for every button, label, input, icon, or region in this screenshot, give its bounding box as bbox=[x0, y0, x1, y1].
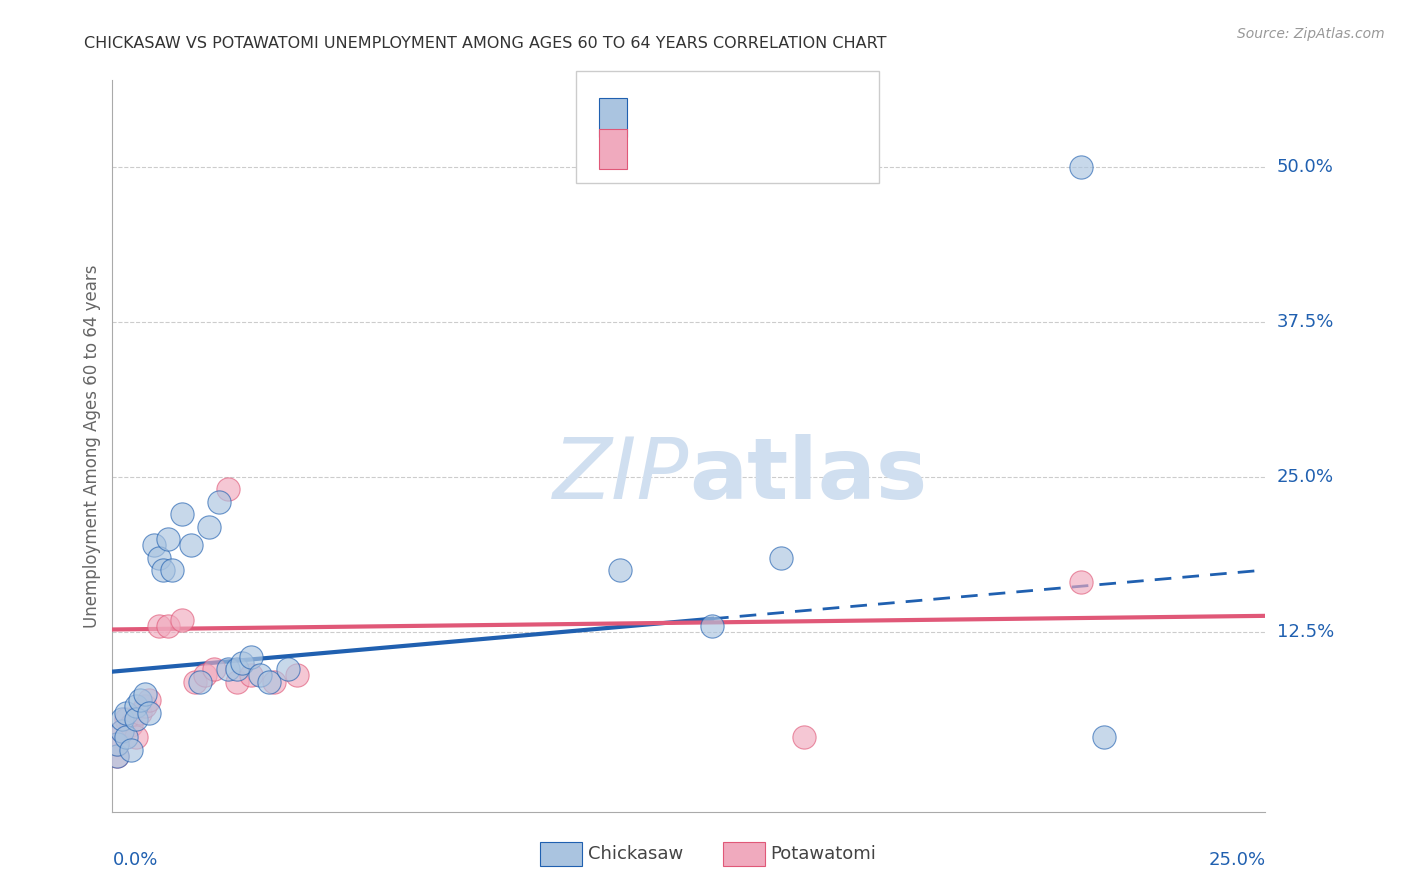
Point bbox=[1070, 160, 1092, 174]
Point bbox=[143, 538, 166, 552]
Point bbox=[111, 724, 134, 739]
Point bbox=[156, 619, 179, 633]
Point bbox=[129, 693, 152, 707]
Point bbox=[124, 712, 146, 726]
Text: 12.5%: 12.5% bbox=[1277, 623, 1334, 641]
Point bbox=[770, 550, 793, 565]
Point bbox=[148, 619, 170, 633]
Point bbox=[194, 668, 217, 682]
Point bbox=[202, 662, 225, 676]
Point bbox=[115, 731, 138, 745]
Point bbox=[793, 731, 815, 745]
Point bbox=[184, 674, 207, 689]
Y-axis label: Unemployment Among Ages 60 to 64 years: Unemployment Among Ages 60 to 64 years bbox=[83, 264, 101, 628]
Point bbox=[124, 699, 146, 714]
Point bbox=[239, 649, 262, 664]
Point bbox=[156, 532, 179, 546]
Point bbox=[239, 668, 262, 682]
Point bbox=[134, 699, 156, 714]
Point bbox=[285, 668, 308, 682]
Point bbox=[105, 748, 128, 763]
Text: Source: ZipAtlas.com: Source: ZipAtlas.com bbox=[1237, 27, 1385, 41]
Point bbox=[263, 674, 285, 689]
Text: 0.0%: 0.0% bbox=[112, 851, 157, 869]
Text: R = 0.018   N = 22: R = 0.018 N = 22 bbox=[637, 140, 821, 158]
Point bbox=[134, 687, 156, 701]
Point bbox=[162, 563, 184, 577]
Point bbox=[120, 718, 142, 732]
Point bbox=[259, 674, 281, 689]
Point bbox=[249, 668, 271, 682]
Point bbox=[226, 662, 249, 676]
Point bbox=[105, 748, 128, 763]
Point bbox=[217, 483, 239, 497]
Point bbox=[226, 674, 249, 689]
Text: Potawatomi: Potawatomi bbox=[770, 845, 876, 863]
Point bbox=[115, 706, 138, 720]
Point bbox=[129, 706, 152, 720]
Text: R = 0.061   N = 34: R = 0.061 N = 34 bbox=[637, 109, 821, 127]
Point bbox=[138, 693, 160, 707]
Text: CHICKASAW VS POTAWATOMI UNEMPLOYMENT AMONG AGES 60 TO 64 YEARS CORRELATION CHART: CHICKASAW VS POTAWATOMI UNEMPLOYMENT AMO… bbox=[84, 36, 887, 51]
Text: Chickasaw: Chickasaw bbox=[588, 845, 683, 863]
Point bbox=[198, 519, 221, 533]
Text: atlas: atlas bbox=[689, 434, 927, 516]
Point bbox=[217, 662, 239, 676]
Point bbox=[188, 674, 211, 689]
Point bbox=[148, 550, 170, 565]
Point bbox=[231, 656, 253, 670]
Point bbox=[105, 737, 128, 751]
Point bbox=[180, 538, 202, 552]
Point bbox=[277, 662, 299, 676]
Text: 50.0%: 50.0% bbox=[1277, 158, 1333, 176]
Point bbox=[105, 737, 128, 751]
Point bbox=[207, 495, 229, 509]
Point bbox=[170, 507, 193, 521]
Point bbox=[138, 706, 160, 720]
Point bbox=[115, 712, 138, 726]
Point bbox=[111, 712, 134, 726]
Point bbox=[609, 563, 631, 577]
Point bbox=[124, 731, 146, 745]
Point bbox=[152, 563, 174, 577]
Text: ZIP: ZIP bbox=[553, 434, 689, 516]
Point bbox=[111, 724, 134, 739]
Text: 25.0%: 25.0% bbox=[1277, 468, 1334, 486]
Point bbox=[170, 613, 193, 627]
Text: 37.5%: 37.5% bbox=[1277, 313, 1334, 331]
Point bbox=[1092, 731, 1115, 745]
Point bbox=[120, 743, 142, 757]
Point bbox=[700, 619, 723, 633]
Text: 25.0%: 25.0% bbox=[1208, 851, 1265, 869]
Point bbox=[1070, 575, 1092, 590]
